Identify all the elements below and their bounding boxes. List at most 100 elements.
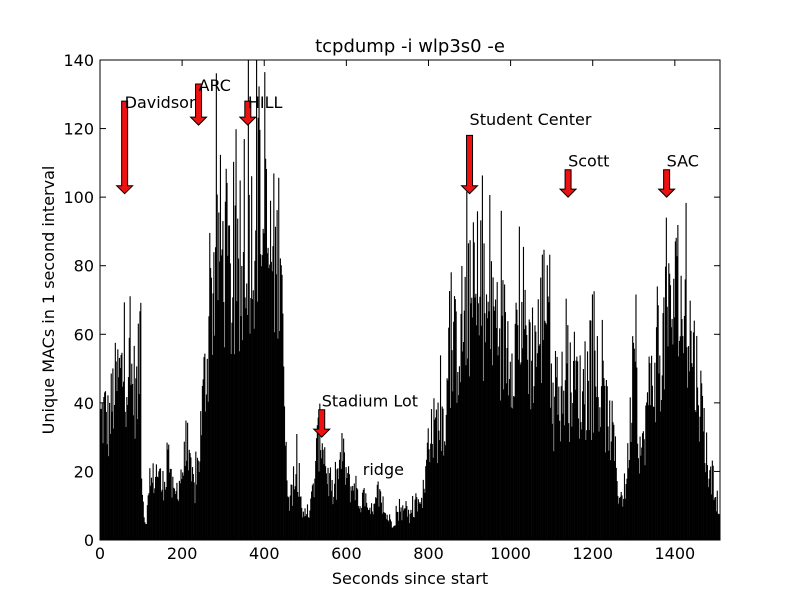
data-bar [251, 176, 253, 540]
data-bar [488, 311, 490, 540]
data-bar [122, 381, 125, 540]
data-bar [563, 425, 566, 540]
data-bar [309, 510, 311, 540]
data-bar [258, 86, 260, 541]
data-bar [643, 439, 645, 540]
data-bar [302, 511, 304, 540]
data-bar [430, 409, 433, 540]
data-bar [182, 475, 185, 540]
data-bar [426, 442, 428, 540]
data-bar [677, 224, 679, 541]
data-bar [689, 300, 691, 540]
data-bar [715, 511, 718, 540]
data-bar [559, 441, 561, 540]
y-tick-label: 0 [84, 531, 94, 550]
data-bar [644, 465, 646, 540]
data-bar [152, 463, 154, 540]
data-bar [285, 441, 287, 540]
data-bar [155, 464, 157, 540]
x-tick-label: 400 [249, 544, 280, 563]
data-bar [546, 265, 548, 540]
data-bar [208, 316, 210, 540]
data-bar [153, 493, 155, 540]
data-bar [706, 432, 708, 540]
data-bar [484, 313, 486, 540]
data-bar [604, 385, 606, 540]
x-tick-label: 800 [413, 544, 444, 563]
data-bar [104, 391, 107, 540]
annotation-arrow [238, 100, 258, 126]
data-bar [273, 173, 275, 541]
data-bar [567, 325, 569, 540]
data-bar [469, 240, 471, 540]
data-bar [279, 258, 281, 540]
data-bar [513, 396, 515, 540]
data-bar [526, 334, 528, 540]
data-bar [614, 460, 616, 540]
data-bar [187, 470, 189, 540]
data-bar [486, 318, 488, 540]
data-bar [451, 350, 453, 540]
y-tick-label: 80 [74, 257, 94, 276]
annotation-arrow [115, 100, 134, 195]
data-bar [377, 481, 379, 540]
data-bar [444, 445, 447, 540]
data-bar [163, 500, 165, 540]
data-bar [393, 526, 395, 540]
data-bar [508, 379, 511, 540]
data-bar [568, 441, 571, 540]
data-bar [635, 294, 637, 540]
data-bar [612, 422, 614, 540]
data-bar [640, 455, 642, 540]
data-bar [124, 411, 126, 540]
data-bar [100, 408, 102, 540]
data-bar [605, 452, 607, 540]
data-bar [624, 498, 626, 540]
x-tick-label: 0 [95, 544, 105, 563]
data-bar [351, 490, 353, 540]
data-bar [673, 278, 675, 540]
data-bar [570, 392, 572, 540]
data-bar [120, 355, 122, 540]
data-bar [337, 468, 339, 540]
data-bar [717, 513, 719, 540]
data-bar [532, 403, 534, 540]
data-bar [662, 313, 664, 540]
data-bar [400, 507, 402, 540]
x-axis-label: Seconds since start [332, 569, 488, 588]
data-bar [506, 348, 508, 540]
data-bar [641, 447, 643, 540]
data-bar [516, 309, 518, 540]
data-bar [136, 366, 138, 540]
data-bar [670, 327, 672, 540]
data-bar [219, 154, 222, 540]
x-tick-label: 1200 [572, 544, 613, 563]
data-bar [308, 517, 310, 540]
data-bar [282, 313, 284, 540]
data-bar [260, 266, 263, 540]
data-bar [682, 336, 684, 540]
data-bar [361, 507, 363, 540]
data-bar [176, 482, 178, 540]
data-bar [115, 361, 117, 540]
data-bar [254, 260, 256, 540]
data-bar [544, 320, 546, 540]
data-bar [638, 473, 640, 540]
data-bar [533, 386, 535, 540]
data-bar [233, 354, 235, 540]
data-bar [177, 499, 179, 540]
data-bar [173, 488, 176, 540]
data-bar [541, 254, 543, 540]
data-bar [253, 328, 255, 540]
data-bar [209, 232, 211, 540]
data-bar [295, 474, 297, 540]
data-bar [226, 182, 228, 540]
annotation-label: Scott [568, 151, 609, 170]
data-bar [311, 491, 313, 540]
data-bar [474, 297, 476, 540]
data-bar [274, 226, 277, 540]
data-bar [394, 525, 396, 540]
data-bar [123, 302, 125, 540]
data-bar [194, 503, 196, 540]
